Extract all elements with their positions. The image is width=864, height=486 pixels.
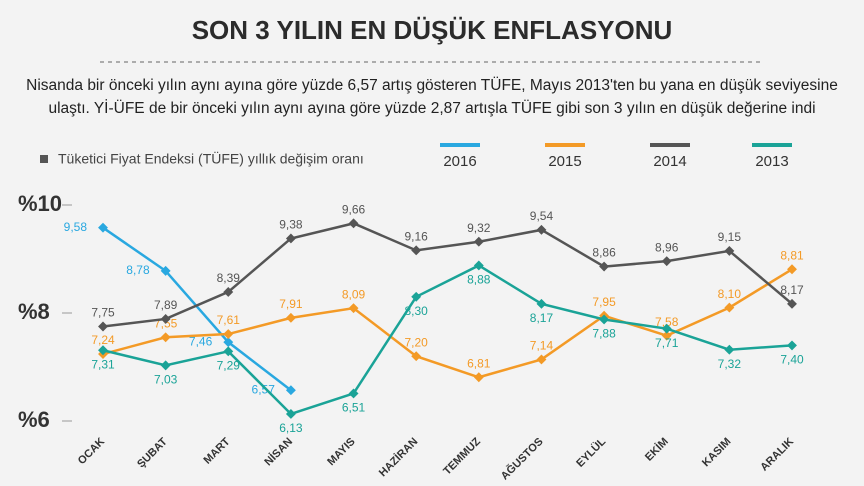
value-label: 7,32: [718, 357, 742, 371]
subtitle: ulaştı. Yİ-ÜFE de bir önceki yılın aynı …: [48, 99, 815, 117]
value-label: 7,46: [189, 334, 213, 348]
point: [724, 245, 735, 256]
series-line: [102, 222, 793, 328]
value-label: 7,88: [592, 327, 616, 341]
value-label: 8,17: [780, 283, 804, 297]
value-label: 8,17: [530, 311, 554, 325]
point: [787, 340, 797, 351]
point: [285, 312, 296, 323]
subtitle: Nisanda bir önceki yılın aynı ayına göre…: [26, 76, 838, 94]
y-tick-label: %8: [18, 299, 50, 324]
value-label: 7,75: [91, 306, 115, 320]
point: [223, 286, 234, 297]
value-label: 7,31: [91, 357, 115, 371]
value-label: 8,86: [592, 246, 616, 260]
point: [285, 233, 296, 244]
point: [473, 236, 484, 247]
point: [661, 323, 672, 334]
legend-swatch: [650, 143, 690, 147]
value-label: 8,10: [718, 287, 742, 301]
value-label: 7,71: [655, 336, 679, 350]
value-label: 6,51: [342, 401, 366, 415]
value-label: 9,66: [342, 203, 366, 217]
point: [536, 354, 547, 365]
value-label: 9,32: [467, 221, 491, 235]
value-label: 8,39: [217, 271, 241, 285]
value-label: 7,91: [279, 297, 303, 311]
point: [160, 332, 171, 343]
chart-title: SON 3 YILIN EN DÜŞÜK ENFLASYONU: [192, 15, 673, 45]
point: [724, 344, 735, 355]
value-label: 8,96: [655, 240, 679, 254]
value-label: 9,16: [405, 230, 429, 244]
point: [223, 337, 234, 348]
point: [285, 409, 296, 419]
point: [160, 360, 171, 371]
point: [599, 261, 610, 272]
value-label: 7,40: [780, 353, 804, 367]
legend-swatch: [545, 143, 585, 147]
point: [411, 245, 422, 256]
point: [223, 346, 234, 357]
point: [160, 265, 171, 276]
legend-swatch: [752, 143, 792, 147]
value-label: 7,89: [154, 298, 178, 312]
value-label: 7,29: [217, 359, 241, 373]
value-label: 6,81: [467, 356, 491, 370]
legend-title: Tüketici Fiyat Endeksi (TÜFE) yıllık değ…: [58, 150, 364, 167]
point: [223, 329, 234, 340]
value-label: 8,78: [126, 263, 150, 277]
value-label: 8,81: [780, 248, 804, 262]
value-label: 9,15: [718, 230, 742, 244]
value-label: 6,13: [279, 421, 303, 435]
value-label: 8,09: [342, 287, 366, 301]
value-label: 8,30: [405, 304, 429, 318]
value-label: 9,58: [64, 220, 88, 234]
point: [285, 385, 296, 396]
point: [348, 218, 359, 229]
point: [348, 303, 359, 314]
value-label: 7,14: [530, 339, 554, 353]
point: [724, 302, 735, 313]
point: [536, 224, 547, 235]
value-label: 9,38: [279, 218, 303, 232]
legend-label: 2013: [755, 153, 788, 170]
value-label: 7,20: [405, 335, 429, 349]
point: [661, 256, 672, 267]
point: [599, 314, 610, 325]
point: [348, 388, 359, 399]
value-label: 7,58: [655, 315, 679, 329]
point: [411, 291, 422, 302]
point: [787, 264, 797, 275]
value-label: 7,95: [592, 295, 616, 309]
legend-label: 2015: [548, 153, 581, 170]
y-tick-label: %6: [18, 407, 50, 432]
point: [160, 313, 171, 324]
point: [536, 298, 547, 309]
value-label: 7,61: [217, 313, 241, 327]
legend-label: 2014: [653, 153, 686, 170]
series-line: [102, 264, 793, 416]
legend-label: 2016: [443, 153, 476, 170]
point: [473, 260, 484, 271]
legend-bullet: [40, 155, 48, 163]
value-label: 7,03: [154, 373, 178, 387]
value-label: 8,88: [467, 273, 491, 287]
value-label: 9,54: [530, 209, 554, 223]
point: [411, 351, 422, 362]
y-tick-label: %10: [18, 191, 62, 216]
point: [661, 330, 672, 341]
value-label: 7,24: [91, 333, 115, 347]
legend-swatch: [440, 143, 480, 147]
point: [473, 372, 484, 383]
point: [98, 222, 108, 233]
point: [787, 298, 797, 309]
